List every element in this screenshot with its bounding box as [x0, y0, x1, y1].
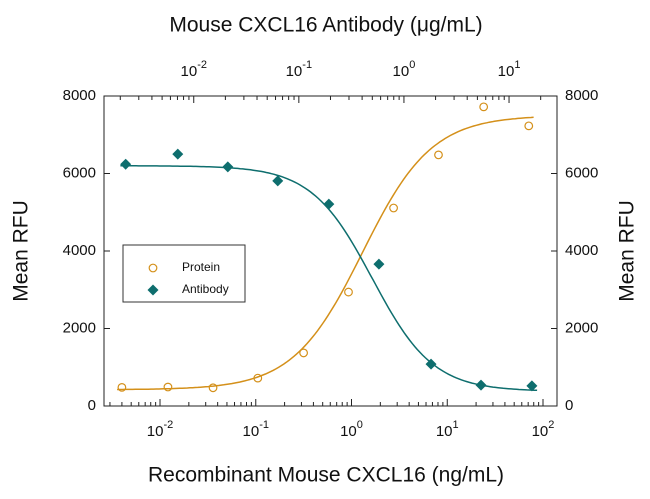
data-point [208, 383, 218, 393]
y-tick-label: 0 [88, 397, 96, 414]
x-tick-label: 101 [498, 59, 521, 80]
y2-tick-label: 2000 [565, 319, 598, 336]
x-tick-label: 10-2 [181, 59, 207, 80]
data-point [475, 379, 487, 391]
x-tick-label: 10-1 [243, 419, 269, 440]
data-point [434, 150, 443, 160]
data-point [344, 287, 353, 297]
x-tick-label: 10-2 [147, 419, 173, 440]
data-point [373, 258, 385, 270]
data-point [389, 203, 398, 213]
data-point [253, 373, 263, 383]
data-point [323, 198, 335, 210]
legend-label: Antibody [182, 282, 229, 296]
y2-tick-label: 6000 [565, 164, 598, 181]
x-tick-label: 100 [340, 419, 363, 440]
data-point [163, 382, 173, 392]
data-point [479, 102, 489, 112]
data-point [526, 380, 538, 392]
data-point [222, 161, 234, 173]
y2-tick-label: 8000 [565, 87, 598, 104]
x-axis-label: Recombinant Mouse CXCL16 (ng/mL) [148, 464, 504, 487]
data-point [117, 383, 127, 392]
legend-box [122, 244, 246, 303]
x-tick-label: 100 [393, 59, 416, 80]
chart-title: Mouse CXCL16 Antibody (μg/mL) [169, 14, 482, 37]
y2-tick-label: 4000 [565, 242, 598, 259]
legend-marker [147, 284, 159, 296]
y-axis-label: Mean RFU [10, 200, 33, 302]
x-tick-label: 101 [436, 419, 459, 440]
data-point [172, 148, 184, 160]
y-tick-label: 2000 [63, 319, 96, 336]
fit-curve [117, 116, 534, 391]
y-tick-label: 4000 [63, 242, 96, 259]
data-point [524, 121, 534, 131]
y2-axis-label: Mean RFU [616, 200, 639, 302]
x-tick-label: 10-1 [286, 59, 312, 80]
data-point [299, 348, 309, 358]
data-point [120, 158, 132, 170]
data-point [425, 358, 437, 370]
y-tick-label: 8000 [63, 87, 96, 104]
legend-label: Protein [182, 260, 220, 274]
x-tick-label: 102 [532, 419, 555, 440]
y-tick-label: 6000 [63, 164, 96, 181]
y2-tick-label: 0 [565, 397, 573, 414]
data-point [272, 175, 284, 187]
legend-marker [148, 263, 158, 273]
